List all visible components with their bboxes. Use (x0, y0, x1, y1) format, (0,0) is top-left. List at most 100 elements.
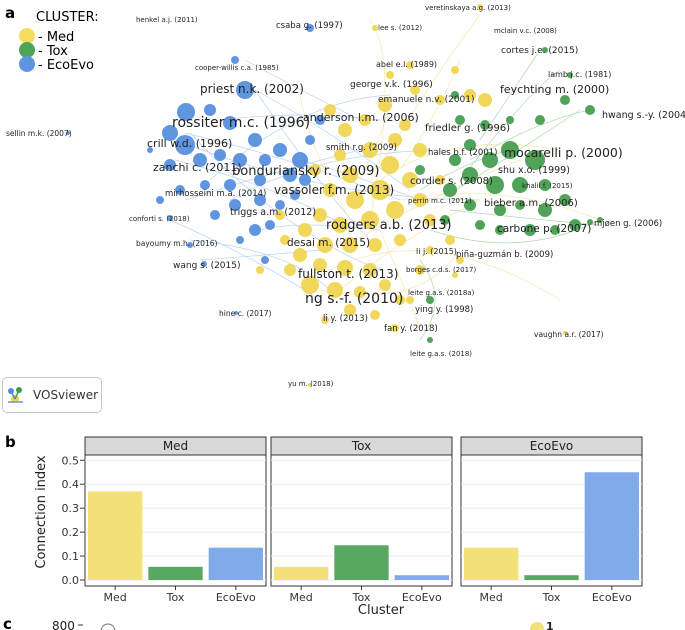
node-label: cortes j.e. (2015) (501, 46, 578, 56)
node-label: zanchi c. (2011) (153, 161, 242, 174)
node-label: bayoumy m.h. (2016) (136, 239, 217, 248)
node-label: hine c. (2017) (219, 309, 271, 318)
bar-ecoevo-med (464, 547, 519, 580)
x-tick-label: EcoEvo (216, 591, 256, 604)
vosviewer-badge: VOSviewer (2, 377, 102, 413)
y-tick-label: 0.4 (62, 478, 80, 491)
node-label: cordier s. (2008) (410, 176, 493, 187)
node-label: friedler g. (1996) (425, 123, 510, 134)
node-label: sellin m.k. (2007) (6, 129, 72, 138)
bar-med-tox (148, 566, 203, 580)
node-label: mocarelli p. (2000) (504, 145, 623, 160)
panel-c-legend-dot (530, 622, 544, 630)
node-label: fullston t. (2013) (298, 267, 398, 281)
node-label: fan y. (2018) (384, 324, 438, 334)
panel-b-letter: b (5, 433, 16, 451)
node-label: shu x.o. (1999) (498, 165, 570, 176)
node-label: leite g.a.s. (2018) (410, 350, 472, 358)
node-label: piña-guzmán b. (2009) (456, 250, 553, 260)
node-label: vaughn a.r. (2017) (534, 330, 604, 339)
node-label: hwang s.-y. (2004) (602, 110, 685, 121)
x-tick-label: Med (104, 591, 127, 604)
panel-c-letter: c (3, 615, 12, 630)
bar-tox-ecoevo (394, 575, 449, 580)
node-label: mjøen g. (2006) (594, 219, 662, 229)
legend-label-ecoevo: - EcoEvo (38, 58, 94, 73)
node-label: csaba g. (1997) (276, 21, 343, 31)
node-label: khalil f. (2015) (522, 182, 573, 190)
node-label: lamb j.c. (1981) (548, 70, 611, 79)
y-tick-label: 0.1 (62, 550, 80, 563)
node-label: rossiter m.c. (1996) (172, 115, 310, 131)
node-label: anderson l.m. (2006) (303, 111, 419, 124)
x-axis-label: Cluster (358, 603, 405, 618)
legend-title: CLUSTER: (36, 10, 99, 25)
cluster-legend: CLUSTER: - Med - Tox - EcoEvo (19, 10, 99, 73)
bar-ecoevo-tox (524, 575, 579, 580)
node-label: abel e.l. (1989) (376, 60, 437, 69)
x-tick-label: Med (480, 591, 503, 604)
legend-label-med: - Med (38, 30, 74, 45)
node-label: priest n.k. (2002) (200, 82, 304, 96)
node-label: leite g.a.s. (2018a) (408, 289, 475, 297)
facet-strip-label: Med (163, 439, 188, 453)
node-label: li y. (2013) (323, 314, 368, 324)
y-axis-label: Connection index (34, 455, 49, 569)
y-tick-label: 0.3 (62, 502, 80, 515)
x-tick-label: EcoEvo (402, 591, 442, 604)
legend-swatch-med (19, 28, 35, 44)
node-label: borges c.d.s. (2017) (406, 266, 476, 274)
node-label: crill w.d. (1996) (147, 137, 232, 150)
x-tick-label: Tox (542, 591, 561, 604)
panel-a-letter: a (5, 4, 15, 22)
node-label: ying y. (1998) (415, 305, 473, 315)
node-label: vassoler f.m. (2013) (274, 183, 394, 197)
x-tick-label: Tox (166, 591, 185, 604)
x-tick-label: EcoEvo (592, 591, 632, 604)
node-label: henkel a.j. (2011) (136, 16, 198, 24)
facet-panel-ecoevo: EcoEvo Med Tox EcoEvo (460, 436, 643, 604)
node-label: bieber a.m. (2006) (484, 198, 578, 209)
bar-tox-med (274, 566, 329, 580)
med-nodes (256, 4, 567, 387)
facet-panel-tox: Tox Med Tox EcoEvo (270, 436, 453, 604)
node-label: desai m. (2015) (287, 237, 370, 249)
node-label: conforti s. (2018) (129, 215, 190, 223)
node-label: triggs a.m. (2012) (230, 207, 316, 218)
legend-label-tox: - Tox (38, 44, 68, 59)
node-label: bonduriansky r. (2009) (232, 164, 379, 179)
bar-ecoevo-ecoevo (584, 472, 639, 580)
x-tick-label: Tox (352, 591, 371, 604)
node-label: veretinskaya a.g. (2013) (425, 4, 511, 12)
network-nodes (66, 4, 603, 387)
node-label: smith r.g. (2009) (326, 143, 397, 153)
node-label: ng s.-f. (2010) (305, 291, 403, 307)
node-label: perrin m.c. (2011) (408, 197, 472, 205)
vosviewer-logo-icon (8, 387, 23, 403)
y-tick-labels: 0.0 0.1 0.2 0.3 0.4 0.5 (62, 454, 85, 587)
panel-c-y-tick: 800 (52, 619, 75, 630)
node-label: cooper-willis c.a. (1985) (195, 64, 279, 72)
facet-panel-med: Med Med Tox EcoEvo (84, 436, 267, 604)
node-label: george v.k. (1996) (350, 80, 433, 90)
panel-c-legend-circle (100, 623, 116, 630)
node-label: mclain v.c. (2008) (494, 27, 557, 35)
node-label: mirhosseini m.a. (2014) (165, 189, 266, 199)
vosviewer-label: VOSviewer (33, 388, 99, 402)
node-label: emanuele n.v. (2001) (378, 95, 475, 105)
bar-med-ecoevo (208, 547, 263, 580)
ecoevo-nodes (66, 24, 325, 315)
legend-swatch-ecoevo (19, 56, 35, 72)
node-label: lee s. (2012) (378, 24, 422, 32)
panel-c-legend-value: 1 (546, 620, 554, 630)
node-labels: henkel a.j. (2011) csaba g. (1997) lee s… (6, 4, 685, 388)
node-label: wang s. (2015) (173, 261, 241, 271)
y-tick-label: 0.2 (62, 526, 80, 539)
y-tick-label: 0.5 (62, 454, 80, 467)
node-label: feychting m. (2000) (500, 83, 609, 96)
bar-med-med (88, 491, 143, 580)
y-tick-label: 0.0 (62, 574, 80, 587)
node-label: hales b.f. (2001) (428, 148, 497, 158)
